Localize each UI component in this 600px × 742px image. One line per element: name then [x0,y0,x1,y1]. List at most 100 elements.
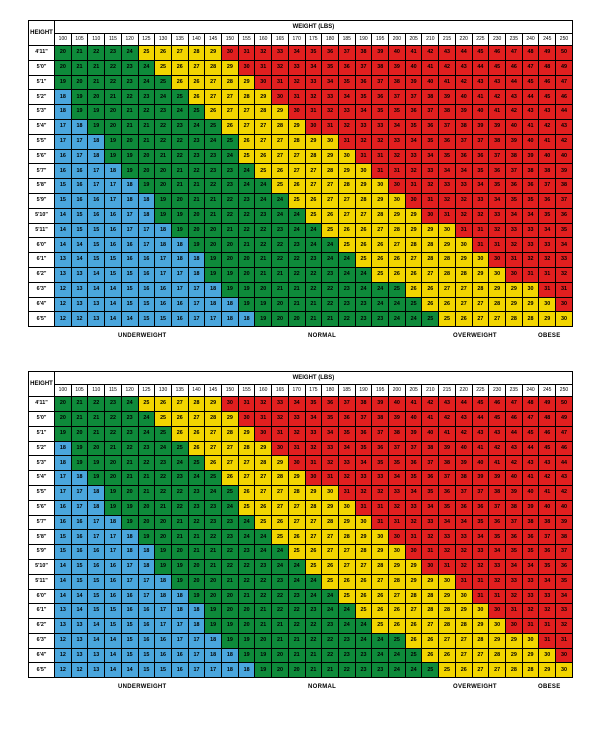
bmi-cell: 36 [355,75,372,90]
bmi-cell: 29 [505,282,522,297]
bmi-cell: 26 [155,397,172,412]
bmi-cell: 22 [88,397,105,412]
bmi-cell: 27 [171,46,188,61]
bmi-cell: 23 [222,530,239,545]
bmi-cell: 21 [305,663,322,678]
bmi-cell: 32 [556,267,573,282]
bmi-cell: 23 [238,193,255,208]
bmi-cell: 15 [55,193,72,208]
weight-col: 130 [155,385,172,397]
legend-item: OVERWEIGHT [453,684,497,690]
bmi-cell: 22 [338,663,355,678]
bmi-cell: 26 [171,60,188,75]
bmi-cell: 43 [539,105,556,120]
bmi-cell: 21 [222,574,239,589]
bmi-cell: 35 [522,193,539,208]
bmi-cell: 26 [355,574,372,589]
bmi-cell: 40 [389,46,406,61]
bmi-cell: 22 [188,515,205,530]
weight-col: 115 [105,385,122,397]
bmi-cell: 35 [556,223,573,238]
bmi-cell: 18 [205,282,222,297]
bmi-cell: 38 [522,164,539,179]
bmi-cell: 30 [255,75,272,90]
bmi-cell: 26 [389,253,406,268]
height-row-label: 5'1" [29,75,55,90]
bmi-cell: 14 [88,633,105,648]
bmi-cell: 23 [372,663,389,678]
bmi-cell: 23 [205,149,222,164]
bmi-cell: 22 [155,134,172,149]
bmi-cell: 30 [338,149,355,164]
bmi-cell: 25 [155,60,172,75]
bmi-cell: 45 [472,46,489,61]
bmi-charts-container: HEIGHTWEIGHT (LBS)1001051101151201251301… [28,20,572,694]
bmi-cell: 22 [222,193,239,208]
bmi-cell: 28 [288,134,305,149]
bmi-cell: 18 [71,471,88,486]
bmi-cell: 35 [489,530,506,545]
bmi-cell: 44 [472,411,489,426]
legend-item: OBESE [538,684,561,690]
bmi-cell: 39 [472,471,489,486]
bmi-cell: 35 [472,164,489,179]
bmi-cell: 39 [556,164,573,179]
bmi-cell: 36 [372,441,389,456]
bmi-cell: 31 [372,149,389,164]
bmi-cell: 28 [188,397,205,412]
legend-item: UNDERWEIGHT [118,333,167,339]
bmi-cell: 42 [556,485,573,500]
bmi-cell: 33 [389,485,406,500]
bmi-cell: 21 [322,663,339,678]
bmi-cell: 20 [205,589,222,604]
bmi-cell: 21 [105,90,122,105]
bmi-cell: 19 [238,633,255,648]
bmi-cell: 39 [522,500,539,515]
bmi-cell: 32 [305,441,322,456]
bmi-cell: 17 [105,545,122,560]
height-row-label: 5'9" [29,193,55,208]
bmi-cell: 36 [405,456,422,471]
bmi-cell: 40 [522,134,539,149]
bmi-cell: 19 [238,297,255,312]
bmi-cell: 12 [55,633,72,648]
bmi-cell: 16 [71,179,88,194]
bmi-cell: 28 [472,633,489,648]
bmi-cell: 26 [188,75,205,90]
bmi-cell: 26 [405,633,422,648]
bmi-cell: 16 [71,164,88,179]
bmi-cell: 43 [472,426,489,441]
bmi-cell: 24 [372,633,389,648]
bmi-cell: 22 [171,149,188,164]
bmi-cell: 21 [138,119,155,134]
bmi-cell: 13 [55,619,72,634]
bmi-cell: 26 [255,149,272,164]
bmi-cell: 33 [405,500,422,515]
bmi-cell: 29 [455,253,472,268]
bmi-cell: 19 [138,179,155,194]
bmi-cell: 22 [138,105,155,120]
bmi-cell: 27 [455,633,472,648]
bmi-cell: 30 [539,648,556,663]
bmi-cell: 44 [505,426,522,441]
weight-col: 135 [171,34,188,46]
bmi-cell: 21 [305,312,322,327]
weight-col: 205 [405,385,422,397]
bmi-cell: 16 [105,208,122,223]
bmi-cell: 27 [455,282,472,297]
bmi-cell: 17 [205,663,222,678]
bmi-cell: 19 [171,574,188,589]
bmi-cell: 33 [405,149,422,164]
bmi-cell: 24 [272,193,289,208]
bmi-cell: 18 [105,164,122,179]
bmi-cell: 29 [205,397,222,412]
bmi-cell: 28 [222,426,239,441]
bmi-cell: 35 [489,179,506,194]
bmi-cell: 38 [355,397,372,412]
height-header: HEIGHT [29,372,55,397]
bmi-cell: 28 [305,500,322,515]
bmi-cell: 16 [155,648,172,663]
bmi-cell: 24 [355,619,372,634]
bmi-cell: 21 [255,267,272,282]
bmi-cell: 19 [188,238,205,253]
